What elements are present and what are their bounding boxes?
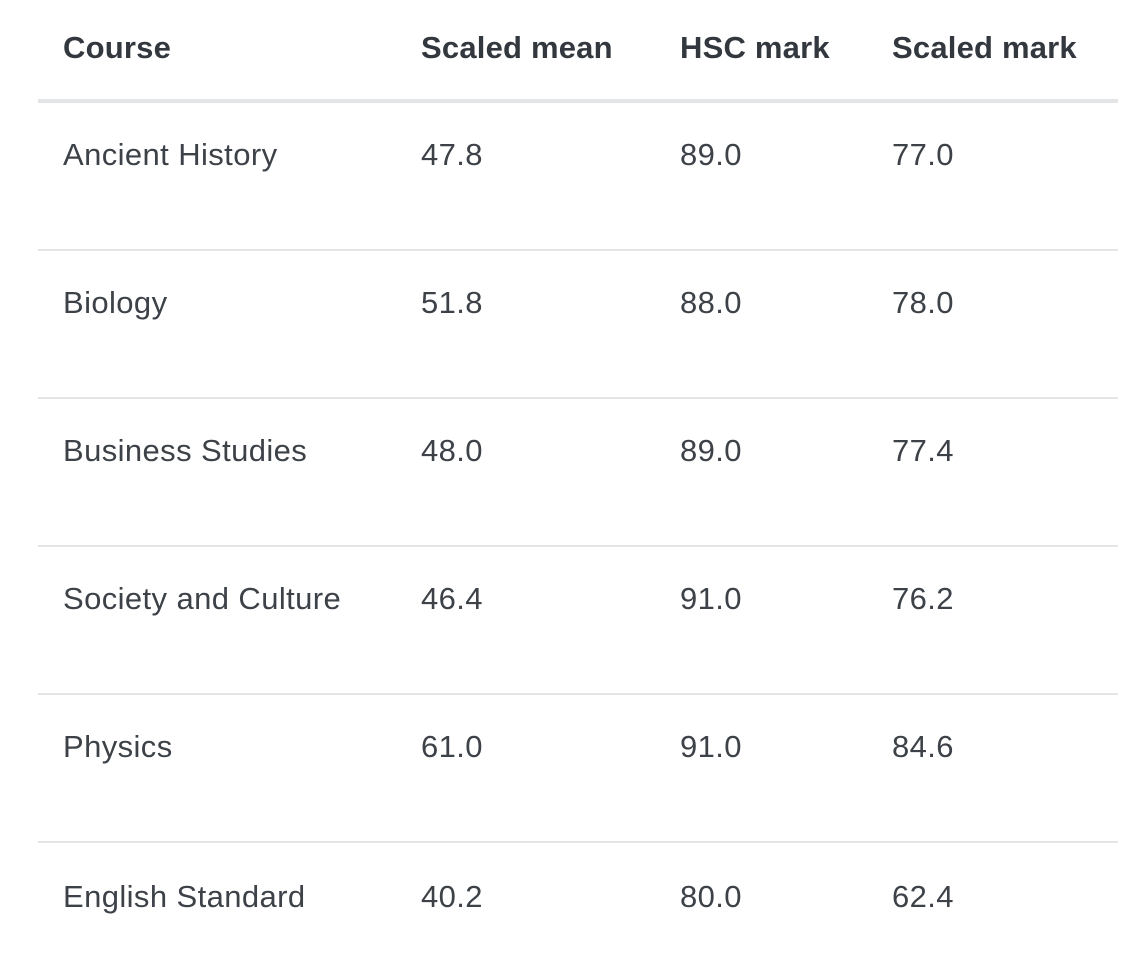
- course-cell: Physics: [63, 729, 173, 764]
- scaled-mean-cell: 51.8: [421, 285, 483, 320]
- scaled-mark-cell: 62.4: [892, 879, 954, 914]
- column-header-scaled-mark: Scaled mark: [892, 30, 1077, 65]
- course-cell: Biology: [63, 285, 168, 320]
- results-table: Course Scaled mean HSC mark Scaled mark …: [38, 0, 1118, 963]
- column-header-course: Course: [63, 30, 172, 65]
- scaled-mean-cell: 40.2: [421, 879, 483, 914]
- scaled-mean-cell: 48.0: [421, 433, 483, 468]
- scaled-mean-cell: 61.0: [421, 729, 483, 764]
- course-cell: English Standard: [63, 879, 306, 914]
- course-cell: Ancient History: [63, 137, 278, 172]
- course-cell: Business Studies: [63, 433, 308, 468]
- course-cell: Society and Culture: [63, 581, 342, 616]
- table-row: Biology 51.8 88.0 78.0: [38, 251, 1118, 399]
- scaled-mark-cell: 78.0: [892, 285, 954, 320]
- scaled-mark-cell: 77.4: [892, 433, 954, 468]
- table-row: Physics 61.0 91.0 84.6: [38, 695, 1118, 843]
- hsc-mark-cell: 88.0: [680, 285, 742, 320]
- hsc-mark-cell: 80.0: [680, 879, 742, 914]
- table-header: Course Scaled mean HSC mark Scaled mark: [38, 0, 1118, 103]
- table-row: Business Studies 48.0 89.0 77.4: [38, 399, 1118, 547]
- scaled-mean-cell: 46.4: [421, 581, 483, 616]
- table-row: English Standard 40.2 80.0 62.4: [38, 843, 1118, 963]
- scaled-mean-cell: 47.8: [421, 137, 483, 172]
- column-header-hsc-mark: HSC mark: [680, 30, 830, 65]
- hsc-mark-cell: 89.0: [680, 433, 742, 468]
- scaled-mark-cell: 77.0: [892, 137, 954, 172]
- hsc-mark-cell: 91.0: [680, 729, 742, 764]
- scaled-mark-cell: 76.2: [892, 581, 954, 616]
- table-row: Society and Culture 46.4 91.0 76.2: [38, 547, 1118, 695]
- hsc-mark-cell: 91.0: [680, 581, 742, 616]
- scaled-mark-cell: 84.6: [892, 729, 954, 764]
- table-row: Ancient History 47.8 89.0 77.0: [38, 103, 1118, 251]
- hsc-mark-cell: 89.0: [680, 137, 742, 172]
- column-header-scaled-mean: Scaled mean: [421, 30, 613, 65]
